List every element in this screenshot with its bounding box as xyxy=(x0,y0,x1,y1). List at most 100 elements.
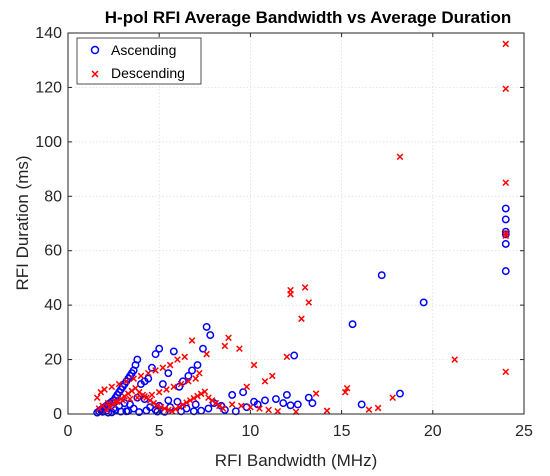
descending-point xyxy=(274,407,282,415)
descending-point xyxy=(123,378,130,385)
descending-point xyxy=(97,388,105,396)
y-tick-label: 80 xyxy=(44,188,62,205)
ascending-point xyxy=(239,388,248,397)
ascending-point xyxy=(419,298,428,307)
descending-point xyxy=(287,290,294,298)
descending-point xyxy=(170,383,178,391)
ascending-point xyxy=(199,344,207,353)
y-tick-label: 120 xyxy=(35,79,62,96)
descending-point xyxy=(137,372,145,380)
descending-point xyxy=(190,394,198,402)
descending-point xyxy=(374,404,382,412)
ascending-point xyxy=(279,399,288,408)
ascending-point xyxy=(178,377,187,386)
descending-point xyxy=(502,232,510,240)
descending-point xyxy=(201,388,209,396)
ascending-point xyxy=(501,230,510,239)
descending-point xyxy=(186,397,194,404)
ascending-point xyxy=(206,331,215,340)
ascending-point xyxy=(116,407,125,416)
descending-point xyxy=(225,334,232,342)
descending-point xyxy=(219,405,227,412)
descending-point xyxy=(236,345,243,353)
descending-point xyxy=(144,369,152,377)
ascending-point xyxy=(286,401,295,410)
descending-point xyxy=(203,350,210,358)
descending-point xyxy=(185,378,192,385)
descending-point xyxy=(341,388,349,396)
descending-point xyxy=(197,390,205,398)
descending-point xyxy=(159,364,167,372)
descending-point xyxy=(283,353,291,361)
descending-point xyxy=(195,369,203,377)
descending-point xyxy=(265,406,272,414)
descending-point xyxy=(115,380,123,388)
legend-marker-ascending xyxy=(90,45,100,55)
ascending-point xyxy=(147,363,156,372)
descending-point xyxy=(95,405,103,412)
ascending-point xyxy=(98,407,107,416)
ascending-point xyxy=(228,391,237,399)
ascending-point xyxy=(290,351,299,360)
ascending-point xyxy=(501,204,510,213)
ascending-point xyxy=(155,344,164,353)
x-tick-label: 10 xyxy=(242,423,260,440)
descending-point xyxy=(177,380,185,388)
descending-point xyxy=(365,406,373,413)
y-tick-label: 140 xyxy=(35,25,62,42)
descending-point xyxy=(243,383,251,391)
descending-point xyxy=(126,395,134,403)
x-tick-label: 20 xyxy=(424,423,442,440)
ascending-point xyxy=(304,393,313,402)
ascending-point xyxy=(153,407,162,416)
descending-point xyxy=(172,405,179,413)
descending-point xyxy=(163,386,170,393)
ascending-point xyxy=(137,380,145,389)
ascending-point xyxy=(193,361,202,369)
descending-point xyxy=(221,342,229,350)
descending-point xyxy=(502,85,510,93)
y-tick-label: 40 xyxy=(44,297,62,314)
descending-point xyxy=(237,402,245,410)
descending-point xyxy=(298,315,305,323)
ascending-point xyxy=(191,400,200,409)
ascending-point xyxy=(164,369,173,378)
ascending-point xyxy=(135,408,144,417)
ascending-point xyxy=(169,347,178,356)
descending-point xyxy=(256,405,263,412)
ascending-point xyxy=(202,322,211,331)
ascending-point xyxy=(261,396,269,405)
descending-point xyxy=(179,401,187,409)
legend-label-descending: Descending xyxy=(111,65,185,81)
ascending-point xyxy=(282,391,291,399)
ascending-point xyxy=(204,404,213,413)
descending-point xyxy=(168,407,176,415)
ascending-point xyxy=(501,267,510,276)
series-ascending xyxy=(93,204,510,417)
plot-area-frame xyxy=(67,32,525,415)
descending-point xyxy=(183,399,190,406)
descending-point xyxy=(312,390,320,397)
x-tick-label: 15 xyxy=(333,423,351,440)
descending-point xyxy=(175,403,183,411)
descending-point xyxy=(174,356,181,363)
y-tick-label: 20 xyxy=(44,352,62,369)
legend-label-ascending: Ascending xyxy=(111,42,176,58)
x-tick-label: 25 xyxy=(515,423,533,440)
descending-point xyxy=(130,375,137,382)
descending-point xyxy=(154,402,161,410)
ascending-point xyxy=(158,380,167,389)
x-axis-label: RFI Bandwidth (MHz) xyxy=(215,451,377,470)
ascending-point xyxy=(501,239,510,248)
ascending-point xyxy=(396,389,404,398)
descending-point xyxy=(247,403,254,411)
axis-ticks: 0 5 10 15 20 25 0 20 40 60 80 100 120 140 xyxy=(35,25,533,440)
descending-point xyxy=(93,394,101,402)
ascending-point xyxy=(377,271,386,280)
ascending-point xyxy=(197,406,206,415)
ascending-point xyxy=(164,396,173,405)
x-tick-label: 5 xyxy=(155,423,164,440)
chart-title: H-pol RFI Average Bandwidth vs Average D… xyxy=(105,8,512,27)
ascending-point xyxy=(293,400,302,409)
